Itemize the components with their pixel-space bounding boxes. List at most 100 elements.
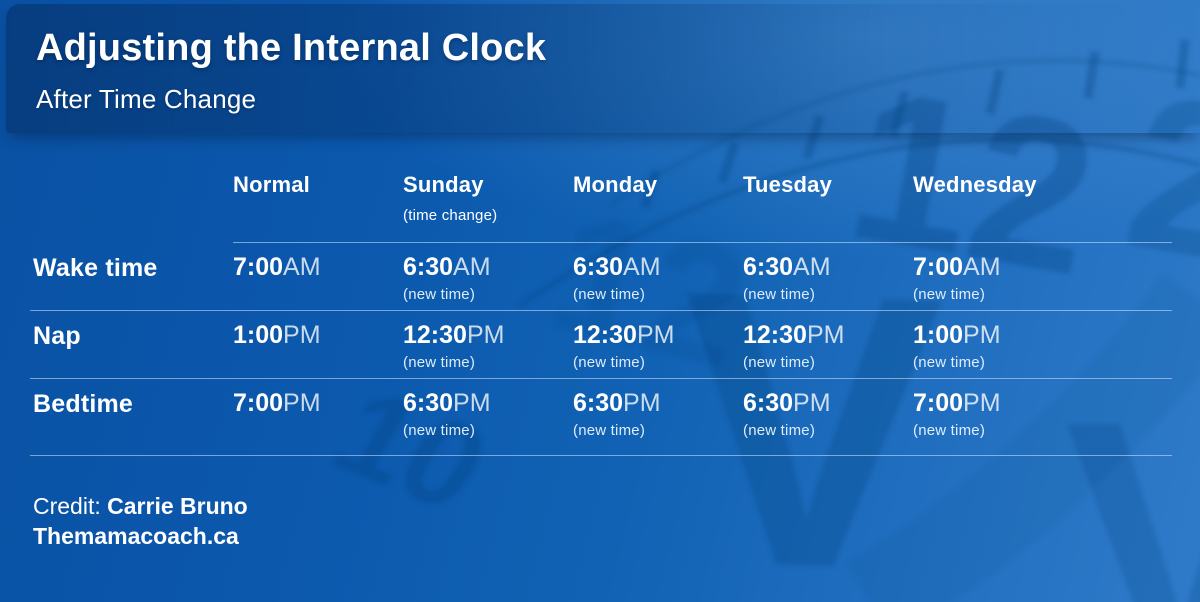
row-divider [30, 455, 1172, 456]
row-label-cell: Nap [33, 310, 233, 378]
time-number: 7:00 [233, 389, 284, 417]
time-cell: 12:30PM (new time) [743, 310, 913, 378]
table-row: Nap 1:00PM 12:30PM (new time) 12:30PM (new ti… [33, 310, 1172, 378]
column-header-normal: Normal [233, 160, 403, 242]
time-meridiem: PM [963, 389, 1001, 417]
new-time-note: (new time) [743, 354, 816, 372]
time-cell: 6:30AM (new time) [573, 242, 743, 310]
time-meridiem: PM [466, 321, 505, 349]
time-meridiem: AM [453, 253, 491, 281]
time-cell: 6:30AM (new time) [743, 242, 913, 310]
time-cell: 12:30PM (new time) [573, 310, 743, 378]
row-label: Wake time [33, 254, 158, 282]
time-meridiem: PM [283, 389, 321, 417]
row-label: Nap [33, 322, 81, 350]
time-cell: 6:30PM (new time) [403, 378, 573, 455]
credit-name: Carrie Bruno [107, 493, 248, 519]
time-meridiem: PM [636, 321, 675, 349]
time-cell: 7:00AM (new time) [913, 242, 1172, 310]
schedule-table: Normal Sunday (time change) Monday Tuesday We… [30, 160, 1172, 460]
column-header-label: Sunday [403, 172, 484, 197]
time-number: 6:30 [403, 389, 454, 417]
time-number: 6:30 [743, 389, 794, 417]
time-number: 6:30 [743, 253, 794, 281]
time-cell: 6:30PM (new time) [573, 378, 743, 455]
time-meridiem: PM [623, 389, 661, 417]
table-row: Wake time 7:00AM 6:30AM (new time) 6:30AM (ne… [33, 242, 1172, 310]
new-time-note: (new time) [913, 422, 986, 440]
time-number: 1:00 [233, 321, 284, 349]
page-subtitle: After Time Change [36, 84, 257, 114]
time-meridiem: PM [453, 389, 491, 417]
column-header-label: Wednesday [913, 172, 1037, 197]
time-number: 7:00 [913, 253, 964, 281]
time-value: 6:30PM [573, 390, 743, 416]
table-header-row: Normal Sunday (time change) Monday Tuesday We… [33, 160, 1172, 242]
credit-site: Themamacoach.ca [33, 523, 239, 549]
time-meridiem: AM [793, 253, 831, 281]
column-header-wednesday: Wednesday [913, 160, 1172, 242]
column-header-label: Normal [233, 172, 310, 197]
time-meridiem: PM [806, 321, 845, 349]
time-cell: 6:30PM (new time) [743, 378, 913, 455]
column-header-tuesday: Tuesday [743, 160, 913, 242]
time-value: 1:00PM [913, 322, 1172, 348]
credit-block: Credit: Carrie Bruno Themamacoach.ca [33, 491, 248, 551]
time-value: 6:30PM [403, 390, 573, 416]
row-label-cell: Wake time [33, 242, 233, 310]
time-meridiem: AM [283, 253, 321, 281]
new-time-note: (new time) [573, 422, 646, 440]
column-header-label: Tuesday [743, 172, 833, 197]
time-cell: 1:00PM (new time) [913, 310, 1172, 378]
column-header-sunday: Sunday (time change) [403, 160, 573, 242]
time-meridiem: AM [963, 253, 1001, 281]
time-number: 12:30 [403, 321, 467, 349]
time-meridiem: PM [283, 321, 321, 349]
time-number: 6:30 [403, 253, 454, 281]
table-body: Wake time 7:00AM 6:30AM (new time) 6:30AM (ne… [33, 242, 1172, 455]
column-header-monday: Monday [573, 160, 743, 242]
time-value: 7:00PM [913, 390, 1172, 416]
time-value: 12:30PM [403, 322, 573, 348]
time-cell: 1:00PM [233, 310, 403, 378]
time-meridiem: PM [793, 389, 831, 417]
time-cell: 12:30PM (new time) [403, 310, 573, 378]
new-time-note: (new time) [573, 354, 646, 372]
time-value: 6:30PM [743, 390, 913, 416]
new-time-note: (new time) [913, 286, 986, 304]
header-spacer-cell [33, 160, 233, 242]
new-time-note: (new time) [913, 354, 986, 372]
time-value: 1:00PM [233, 322, 403, 348]
time-number: 12:30 [573, 321, 637, 349]
time-value: 6:30AM [573, 254, 743, 280]
time-value: 7:00PM [233, 390, 403, 416]
time-number: 7:00 [913, 389, 964, 417]
new-time-note: (new time) [403, 422, 476, 440]
time-value: 12:30PM [743, 322, 913, 348]
page-title: Adjusting the Internal Clock [36, 27, 547, 69]
table-row: Bedtime 7:00PM 6:30PM (new time) 6:30PM (new … [33, 378, 1172, 455]
header-band: Adjusting the Internal Clock After Time … [6, 4, 1200, 133]
row-divider [30, 310, 1172, 311]
time-value: 6:30AM [403, 254, 573, 280]
row-label: Bedtime [33, 390, 134, 418]
new-time-note: (new time) [573, 286, 646, 304]
row-divider [30, 378, 1172, 379]
time-meridiem: PM [963, 321, 1001, 349]
time-number: 1:00 [913, 321, 964, 349]
column-header-label: Monday [573, 172, 658, 197]
new-time-note: (new time) [403, 354, 476, 372]
time-meridiem: AM [623, 253, 661, 281]
credit-label: Credit: [33, 493, 101, 519]
time-value: 7:00AM [233, 254, 403, 280]
credit-line: Credit: Carrie Bruno [33, 491, 248, 521]
row-divider [233, 242, 1172, 243]
row-label-cell: Bedtime [33, 378, 233, 455]
time-cell: 7:00PM [233, 378, 403, 455]
time-number: 12:30 [743, 321, 807, 349]
new-time-note: (new time) [743, 422, 816, 440]
column-header-subnote: (time change) [403, 207, 498, 224]
time-number: 6:30 [573, 389, 624, 417]
time-value: 6:30AM [743, 254, 913, 280]
